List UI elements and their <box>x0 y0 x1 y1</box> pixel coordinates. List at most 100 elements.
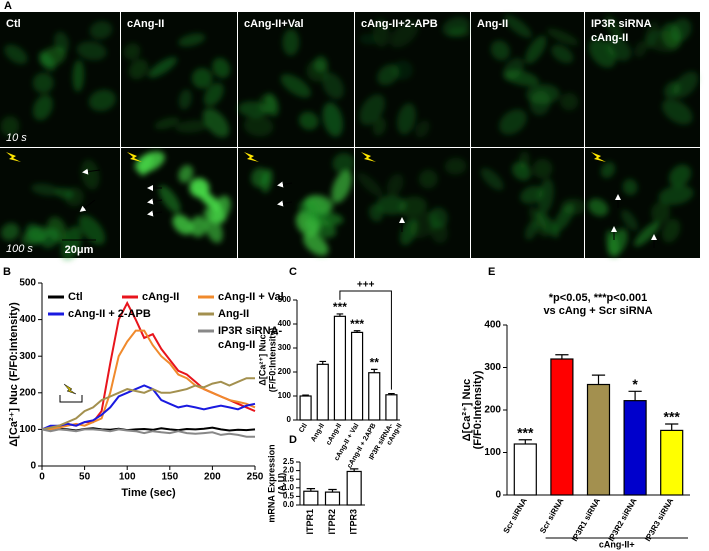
cell <box>178 33 206 47</box>
legend-label: cAng-II <box>142 291 179 303</box>
cell <box>646 30 681 53</box>
cells <box>588 162 694 257</box>
cell <box>537 178 554 214</box>
x-tick-label: 100 <box>119 472 136 483</box>
arrow <box>147 198 163 205</box>
legend-label: cAng-II + 2-APB <box>68 308 151 320</box>
cell <box>76 41 107 61</box>
arrow <box>277 200 293 207</box>
cell <box>64 187 84 207</box>
cell <box>308 211 344 226</box>
error-bar <box>518 439 532 444</box>
cells <box>123 33 231 138</box>
x-tick-label: ITPR3 <box>349 509 359 535</box>
bar <box>550 358 574 496</box>
cell <box>518 151 530 170</box>
image-label: Ang-II <box>477 18 508 30</box>
cell <box>258 93 277 115</box>
error-bar <box>370 368 378 373</box>
cell <box>359 33 378 45</box>
error-bar <box>628 390 642 401</box>
series-line <box>41 428 255 438</box>
cell <box>202 108 230 138</box>
cell <box>322 72 344 100</box>
y-axis-label: Δ[Ca²⁺] Nuc (F/F0:Intensity) <box>8 302 20 447</box>
cell <box>600 162 616 179</box>
stimulus-bolt <box>361 152 376 162</box>
bar <box>623 400 647 496</box>
x-tick-label: 0 <box>39 472 45 483</box>
arrow <box>277 181 293 188</box>
bar <box>303 490 319 506</box>
image-label: IP3R siRNA <box>591 18 652 30</box>
cell <box>634 221 660 247</box>
cell <box>54 31 69 54</box>
cell <box>243 115 274 137</box>
image-label: cAng-II+Val <box>244 18 304 30</box>
microscopy-grid <box>0 12 700 260</box>
cell <box>32 72 54 94</box>
bar <box>513 443 537 496</box>
x-tick-label: ITPR1 <box>305 509 315 535</box>
y-tick-label: 300 <box>19 351 36 362</box>
y-tick-label: 500 <box>278 295 292 304</box>
bar <box>333 315 347 421</box>
cell <box>529 90 551 116</box>
error-bar <box>388 393 395 395</box>
arrow <box>82 168 101 175</box>
cell <box>261 168 273 193</box>
cell <box>444 157 467 175</box>
y-tick-label: 0.0 <box>283 500 295 509</box>
cell <box>178 89 192 110</box>
panel-letter: B <box>3 266 11 278</box>
cell <box>158 185 181 214</box>
cell <box>480 167 504 191</box>
panel-letter: E <box>488 266 495 278</box>
y-tick-label: 100 <box>278 391 292 400</box>
error-bar <box>591 374 606 385</box>
error-bar <box>665 423 679 431</box>
significance: ** <box>370 356 380 370</box>
bar <box>346 470 362 506</box>
panel-letter: A <box>4 0 12 12</box>
cell <box>504 69 540 87</box>
y-tick-label: 200 <box>19 387 36 398</box>
y-tick-label: 400 <box>278 319 292 328</box>
error-bar <box>336 313 344 317</box>
cells <box>251 152 355 256</box>
legend-label: Ang-II <box>218 308 249 320</box>
bar <box>385 394 398 421</box>
panel-letter: D <box>289 434 297 446</box>
y-tick-label: 0 <box>495 490 501 501</box>
chart-title: *p<0.05, ***p<0.001 <box>549 292 647 304</box>
y-axis-label: Δ[Ca²⁺] Nuc <box>257 334 267 385</box>
cell <box>622 179 638 196</box>
cell <box>189 215 208 237</box>
cell <box>662 99 693 125</box>
cell <box>389 20 419 48</box>
cell <box>524 220 538 240</box>
arrow <box>147 210 163 217</box>
cell <box>668 164 692 187</box>
error-bar <box>319 360 327 365</box>
cells <box>588 15 699 125</box>
cell <box>588 198 609 217</box>
bar <box>660 429 684 496</box>
cell <box>282 29 300 56</box>
bracket <box>339 290 392 390</box>
significance: * <box>632 376 638 392</box>
cell <box>128 59 149 80</box>
cell <box>81 159 100 190</box>
cell <box>520 185 544 204</box>
cell <box>553 203 575 232</box>
legend-label: IP3R siRNA- <box>218 325 283 337</box>
cell <box>605 15 623 40</box>
panel-letter: C <box>289 266 297 278</box>
legend-label: cAng-II + Val <box>218 291 284 303</box>
y-axis-label: mRNA Expression <box>266 444 276 522</box>
cell <box>525 35 547 64</box>
error-bar <box>555 354 569 359</box>
cell <box>4 44 28 65</box>
y-tick-label: 0 <box>287 415 292 424</box>
